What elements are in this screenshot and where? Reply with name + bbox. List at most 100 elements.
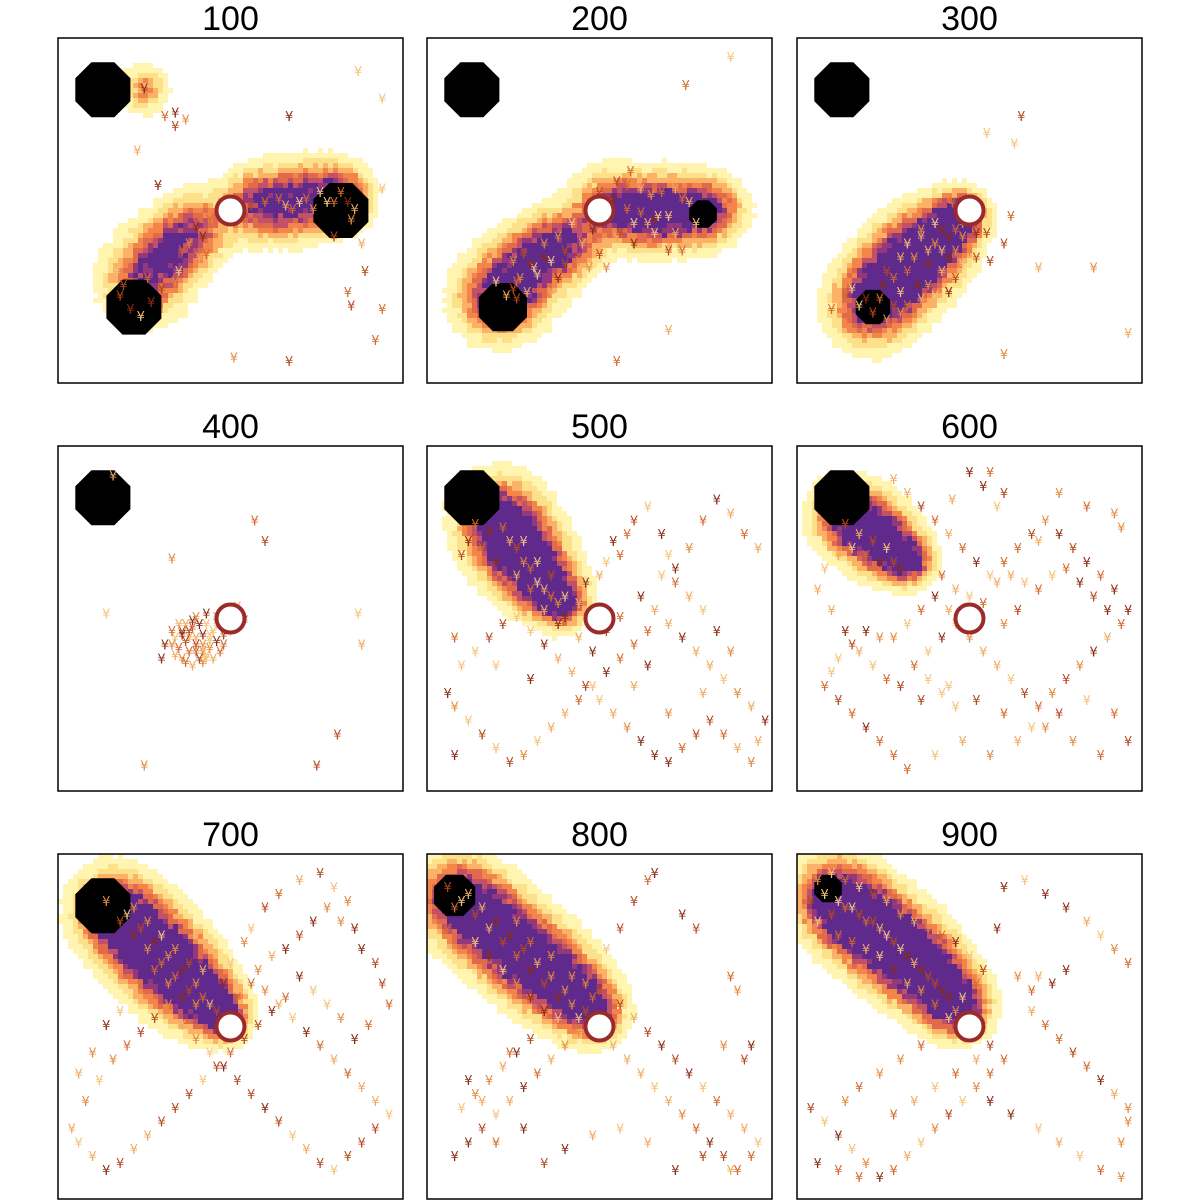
density-cell bbox=[697, 183, 702, 188]
density-cell bbox=[882, 546, 887, 551]
density-cell bbox=[577, 253, 582, 258]
density-cell bbox=[238, 248, 243, 253]
density-cell bbox=[817, 308, 822, 313]
density-cell bbox=[567, 248, 572, 253]
density-cell bbox=[902, 521, 907, 526]
density-cell bbox=[557, 243, 562, 248]
obstacle bbox=[478, 283, 527, 332]
density-cell bbox=[148, 83, 153, 88]
density-cell bbox=[892, 551, 897, 556]
density-cell bbox=[193, 188, 198, 193]
density-cell bbox=[278, 238, 283, 243]
density-cell bbox=[647, 228, 652, 233]
density-cell bbox=[163, 283, 168, 288]
density-cell bbox=[637, 218, 642, 223]
density-cell bbox=[253, 248, 258, 253]
data-point: ¥ bbox=[637, 206, 645, 221]
density-cell bbox=[912, 208, 917, 213]
density-cell bbox=[507, 556, 512, 561]
density-cell bbox=[912, 218, 917, 223]
density-cell bbox=[647, 208, 652, 213]
density-cell bbox=[542, 303, 547, 308]
density-cell bbox=[467, 328, 472, 333]
density-cell bbox=[642, 183, 647, 188]
density-cell bbox=[278, 193, 283, 198]
density-cell bbox=[862, 233, 867, 238]
density-cell bbox=[507, 333, 512, 338]
density-cell bbox=[153, 68, 158, 73]
density-cell bbox=[577, 596, 582, 601]
density-cell bbox=[188, 253, 193, 258]
density-cell bbox=[98, 283, 103, 288]
density-cell bbox=[158, 198, 163, 203]
density-cell bbox=[492, 348, 497, 353]
density-cell bbox=[113, 258, 118, 263]
density-cell bbox=[907, 223, 912, 228]
density-cell bbox=[817, 298, 822, 303]
density-cell bbox=[942, 298, 947, 303]
density-cell bbox=[577, 263, 582, 268]
density-cell bbox=[637, 183, 642, 188]
density-cell bbox=[862, 536, 867, 541]
density-cell bbox=[542, 213, 547, 218]
density-cell bbox=[163, 248, 168, 253]
density-cell bbox=[193, 233, 198, 238]
density-cell bbox=[173, 213, 178, 218]
density-cell bbox=[667, 218, 672, 223]
density-cell bbox=[667, 253, 672, 258]
density-cell bbox=[687, 223, 692, 228]
density-cell bbox=[942, 263, 947, 268]
density-cell bbox=[592, 581, 597, 586]
density-cell bbox=[273, 233, 278, 238]
data-point: ¥ bbox=[530, 262, 538, 277]
density-cell bbox=[507, 586, 512, 591]
density-cell bbox=[887, 343, 892, 348]
density-cell bbox=[682, 183, 687, 188]
density-cell bbox=[887, 576, 892, 581]
density-cell bbox=[932, 288, 937, 293]
density-cell bbox=[562, 571, 567, 576]
density-cell bbox=[457, 298, 462, 303]
density-cell bbox=[143, 243, 148, 248]
density-cell bbox=[842, 571, 847, 576]
density-cell bbox=[547, 566, 552, 571]
density-cell bbox=[937, 213, 942, 218]
density-cell bbox=[303, 223, 308, 228]
density-cell bbox=[447, 308, 452, 313]
density-cell bbox=[517, 268, 522, 273]
density-cell bbox=[902, 546, 907, 551]
density-cell bbox=[233, 243, 238, 248]
density-cell bbox=[887, 571, 892, 576]
density-cell bbox=[947, 213, 952, 218]
density-cell bbox=[557, 233, 562, 238]
density-cell bbox=[647, 168, 652, 173]
density-cell bbox=[313, 178, 318, 183]
density-cell bbox=[193, 248, 198, 253]
density-cell bbox=[502, 466, 507, 471]
data-point: ¥ bbox=[185, 238, 193, 253]
density-cell bbox=[827, 541, 832, 546]
density-cell bbox=[677, 228, 682, 233]
density-cell bbox=[882, 521, 887, 526]
density-cell bbox=[103, 293, 108, 298]
density-cell bbox=[627, 253, 632, 258]
density-cell bbox=[657, 243, 662, 248]
density-cell bbox=[872, 501, 877, 506]
density-cell bbox=[912, 278, 917, 283]
density-cell bbox=[692, 248, 697, 253]
density-cell bbox=[822, 536, 827, 541]
density-cell bbox=[727, 208, 732, 213]
density-cell bbox=[512, 263, 517, 268]
density-cell bbox=[732, 188, 737, 193]
density-cell bbox=[727, 193, 732, 198]
density-cell bbox=[502, 476, 507, 481]
density-cell bbox=[517, 248, 522, 253]
density-cell bbox=[867, 496, 872, 501]
density-cell bbox=[567, 213, 572, 218]
density-cell bbox=[133, 98, 138, 103]
data-point: ¥ bbox=[664, 324, 672, 339]
density-cell bbox=[522, 616, 527, 621]
density-cell bbox=[253, 228, 258, 233]
density-cell bbox=[168, 243, 173, 248]
data-point: ¥ bbox=[671, 577, 679, 592]
